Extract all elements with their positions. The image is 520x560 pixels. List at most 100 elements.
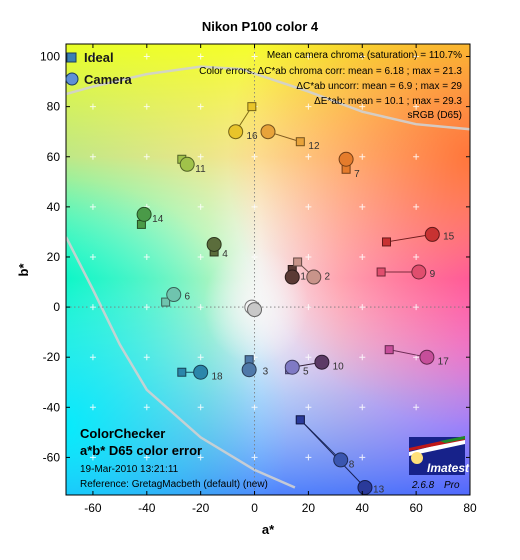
grid-cross [413, 203, 420, 210]
x-tick-label: -20 [192, 501, 210, 515]
grid-cross [251, 404, 258, 411]
y-tick-label: 100 [40, 50, 60, 64]
imatest-logo: Imatest 2.6.8 Pro [409, 436, 470, 491]
info-line-delta-e: ΔE*ab: mean = 10.1 ; max = 29.3 [314, 96, 462, 107]
camera-markers [136, 124, 440, 495]
patch-label-13: 13 [373, 484, 385, 495]
ideal-marker-12 [295, 137, 305, 147]
grid-cross [305, 304, 312, 311]
grid-cross [89, 153, 96, 160]
plot-grid [66, 44, 470, 495]
y-tick-label: 80 [47, 100, 61, 114]
x-axis-label: a* [262, 522, 275, 537]
ideal-marker-13 [295, 415, 305, 425]
patch-label-10: 10 [333, 362, 345, 373]
legend-ideal-label: Ideal [84, 50, 114, 65]
y-axis-label: b* [16, 263, 31, 277]
camera-marker-20 [247, 302, 263, 318]
camera-marker-17 [419, 349, 435, 365]
x-tick-label: 60 [409, 501, 423, 515]
grid-cross [89, 253, 96, 260]
camera-marker-4 [206, 236, 222, 252]
patch-label-9: 9 [430, 269, 436, 280]
grid-cross [89, 304, 96, 311]
camera-marker-11 [179, 156, 195, 172]
grid-cross [89, 53, 96, 60]
patch-label-11: 11 [195, 164, 206, 175]
grid-cross [413, 153, 420, 160]
grid-cross [143, 253, 150, 260]
grid-cross [359, 53, 366, 60]
grid-cross [89, 404, 96, 411]
legend: Ideal Camera [65, 50, 132, 87]
camera-marker-8 [333, 452, 349, 468]
y-tick-label: 60 [47, 150, 61, 164]
error-line-15 [386, 233, 433, 243]
grid-cross [197, 404, 204, 411]
grid-cross [305, 153, 312, 160]
camera-marker-16 [228, 124, 244, 140]
patch-label-8: 8 [349, 459, 355, 470]
x-tick-label: -60 [84, 501, 102, 515]
x-axis-ticks: -60 -40 -20 0 20 40 60 80 [84, 44, 477, 515]
chart-title: Nikon P100 color 4 [202, 19, 319, 34]
info-line-chroma: Mean camera chroma (saturation) = 110.7% [267, 50, 462, 61]
ideal-marker-16 [247, 102, 257, 112]
info-line-uncorr: ΔC*ab uncorr: mean = 6.9 ; max = 29 [296, 81, 462, 92]
logo-version: 2.6.8 [411, 480, 435, 491]
grid-cross [305, 103, 312, 110]
camera-marker-9 [411, 264, 427, 280]
grid-cross [251, 454, 258, 461]
x-tick-label: -40 [138, 501, 156, 515]
patch-label-7: 7 [354, 169, 360, 180]
patch-label-3: 3 [263, 367, 269, 378]
grid-cross [359, 404, 366, 411]
x-tick-label: 20 [302, 501, 316, 515]
grid-cross [197, 203, 204, 210]
caption-title-2: a*b* D65 color error [80, 443, 202, 458]
caption-reference: Reference: GretagMacbeth (default) (new) [80, 479, 268, 490]
patch-label-4: 4 [222, 249, 228, 260]
patch-label-12: 12 [308, 141, 320, 152]
grid-cross [251, 253, 258, 260]
camera-marker-1 [284, 269, 300, 285]
ideal-marker-15 [382, 237, 392, 247]
y-tick-label: 0 [53, 300, 60, 314]
ideal-marker-2 [293, 257, 303, 267]
error-line-13 [299, 419, 366, 488]
patch-label-6: 6 [185, 292, 191, 303]
chart-caption: ColorChecker a*b* D65 color error 19-Mar… [80, 426, 268, 490]
y-tick-label: -60 [43, 450, 61, 464]
grid-cross [143, 404, 150, 411]
x-tick-label: 80 [463, 501, 477, 515]
ideal-marker-9 [376, 267, 386, 277]
gamut-boundaries [66, 65, 470, 489]
camera-marker-15 [424, 226, 440, 242]
grid-cross [359, 304, 366, 311]
grid-cross [251, 153, 258, 160]
y-tick-label: 40 [47, 200, 61, 214]
grid-cross [251, 53, 258, 60]
grid-cross [305, 354, 312, 361]
camera-marker-7 [338, 151, 354, 167]
ideal-marker-18 [177, 367, 187, 377]
ideal-marker-6 [161, 297, 171, 307]
error-info: Mean camera chroma (saturation) = 110.7%… [199, 50, 462, 121]
grid-cross [197, 454, 204, 461]
patch-label-15: 15 [443, 231, 455, 242]
camera-marker-18 [193, 364, 209, 380]
grid-cross [251, 203, 258, 210]
gamut-boundary-upper [66, 65, 470, 131]
patch-label-2: 2 [325, 272, 331, 283]
legend-camera-label: Camera [84, 72, 132, 87]
camera-marker-5 [284, 359, 300, 375]
ideal-marker-17 [384, 345, 394, 355]
caption-timestamp: 19-Mar-2010 13:21:11 [80, 464, 179, 475]
grid-cross [413, 404, 420, 411]
caption-title-1: ColorChecker [80, 426, 165, 441]
grid-cross [89, 203, 96, 210]
grid-cross [197, 103, 204, 110]
logo-edition: Pro [444, 480, 460, 491]
